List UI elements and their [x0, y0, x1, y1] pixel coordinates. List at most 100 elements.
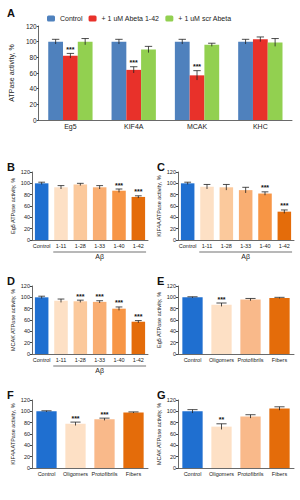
svg-text:20: 20: [170, 454, 176, 460]
svg-text:1-11: 1-11: [56, 243, 67, 249]
svg-text:80: 80: [170, 192, 176, 198]
svg-text:E: E: [157, 275, 164, 287]
svg-text:40: 40: [24, 214, 30, 220]
svg-text:***: ***: [134, 313, 142, 320]
svg-text:1-33: 1-33: [94, 243, 105, 249]
svg-text:Oligomers: Oligomers: [63, 471, 88, 477]
svg-text:120: 120: [21, 283, 30, 289]
svg-text:+ 1 uM scr Abeta: + 1 uM scr Abeta: [178, 15, 231, 22]
svg-text:***: ***: [100, 411, 108, 418]
svg-text:100: 100: [21, 408, 30, 414]
svg-text:1-42: 1-42: [133, 243, 144, 249]
svg-text:***: ***: [71, 415, 79, 422]
svg-text:**: **: [219, 416, 225, 423]
svg-text:120: 120: [21, 397, 30, 403]
svg-text:MCAK: MCAK: [187, 123, 208, 130]
svg-text:20: 20: [30, 101, 38, 108]
svg-text:***: ***: [130, 59, 138, 66]
svg-text:120: 120: [21, 169, 30, 175]
svg-text:***: ***: [261, 184, 269, 191]
svg-text:20: 20: [170, 340, 176, 346]
svg-text:Control: Control: [179, 243, 197, 249]
svg-text:KIF4A ATPase activity, %: KIF4A ATPase activity, %: [156, 175, 162, 236]
svg-text:1-28: 1-28: [75, 357, 86, 363]
svg-text:Fibers: Fibers: [126, 471, 142, 477]
svg-text:Oligomers: Oligomers: [209, 471, 234, 477]
svg-text:***: ***: [96, 293, 104, 300]
svg-text:1-40: 1-40: [113, 357, 124, 363]
svg-text:40: 40: [170, 442, 176, 448]
svg-text:80: 80: [24, 420, 30, 426]
svg-text:120: 120: [167, 283, 176, 289]
svg-text:80: 80: [170, 420, 176, 426]
svg-text:1-28: 1-28: [75, 243, 86, 249]
svg-text:100: 100: [167, 294, 176, 300]
svg-text:20: 20: [24, 226, 30, 232]
svg-text:Control: Control: [33, 243, 51, 249]
svg-text:Eg5 ATPase activity, %: Eg5 ATPase activity, %: [10, 178, 16, 234]
svg-text:40: 40: [24, 442, 30, 448]
svg-text:0: 0: [173, 237, 176, 243]
svg-text:Control: Control: [184, 471, 202, 477]
svg-text:20: 20: [24, 454, 30, 460]
svg-text:60: 60: [24, 431, 30, 437]
svg-text:F: F: [7, 389, 14, 401]
svg-text:Oligomers: Oligomers: [209, 357, 234, 363]
svg-text:Aβ: Aβ: [95, 367, 104, 375]
svg-text:+ 1 uM Abeta 1-42: + 1 uM Abeta 1-42: [102, 15, 160, 22]
svg-text:1-40: 1-40: [113, 243, 124, 249]
svg-text:KIF4A ATPase activity, %: KIF4A ATPase activity, %: [10, 403, 16, 464]
svg-text:120: 120: [167, 397, 176, 403]
svg-text:B: B: [7, 161, 15, 173]
svg-text:1-42: 1-42: [279, 243, 290, 249]
svg-text:Control: Control: [184, 357, 202, 363]
svg-text:Aβ: Aβ: [241, 253, 250, 261]
svg-text:80: 80: [30, 54, 38, 61]
svg-text:80: 80: [24, 192, 30, 198]
svg-text:1-11: 1-11: [56, 357, 67, 363]
svg-text:***: ***: [280, 202, 288, 209]
svg-text:Control: Control: [60, 15, 83, 22]
svg-text:Aβ: Aβ: [95, 253, 104, 261]
svg-text:40: 40: [24, 328, 30, 334]
svg-text:KIF4A: KIF4A: [124, 123, 144, 130]
svg-text:60: 60: [170, 317, 176, 323]
svg-text:80: 80: [24, 306, 30, 312]
svg-text:C: C: [157, 161, 165, 173]
svg-text:80: 80: [170, 306, 176, 312]
svg-text:KHC: KHC: [253, 123, 268, 130]
svg-text:Fibers: Fibers: [272, 357, 288, 363]
svg-text:120: 120: [167, 169, 176, 175]
svg-text:40: 40: [30, 85, 38, 92]
svg-text:60: 60: [170, 431, 176, 437]
svg-text:1-28: 1-28: [221, 243, 232, 249]
svg-text:0: 0: [33, 117, 37, 124]
svg-text:100: 100: [21, 294, 30, 300]
svg-text:***: ***: [134, 188, 142, 195]
svg-text:0: 0: [173, 351, 176, 357]
svg-text:1-42: 1-42: [133, 357, 144, 363]
svg-text:40: 40: [170, 328, 176, 334]
svg-text:Fibers: Fibers: [272, 471, 288, 477]
svg-text:1-11: 1-11: [202, 243, 213, 249]
svg-text:0: 0: [27, 237, 30, 243]
svg-text:***: ***: [217, 296, 225, 303]
svg-text:40: 40: [170, 214, 176, 220]
svg-text:***: ***: [115, 299, 123, 306]
svg-text:120: 120: [26, 23, 37, 30]
svg-text:Control: Control: [38, 471, 56, 477]
svg-text:1-33: 1-33: [94, 357, 105, 363]
svg-text:***: ***: [66, 46, 74, 53]
svg-text:A: A: [7, 7, 15, 19]
svg-text:Control: Control: [33, 357, 51, 363]
svg-text:Protofibrils: Protofibrils: [92, 471, 118, 477]
svg-text:MCAK ATPase activity, %: MCAK ATPase activity, %: [10, 289, 16, 351]
svg-text:D: D: [7, 275, 15, 287]
svg-text:60: 60: [24, 203, 30, 209]
svg-text:1-33: 1-33: [240, 243, 251, 249]
svg-text:1-40: 1-40: [259, 243, 270, 249]
svg-text:G: G: [157, 389, 166, 401]
svg-text:0: 0: [27, 351, 30, 357]
svg-text:***: ***: [76, 293, 84, 300]
svg-text:100: 100: [167, 408, 176, 414]
